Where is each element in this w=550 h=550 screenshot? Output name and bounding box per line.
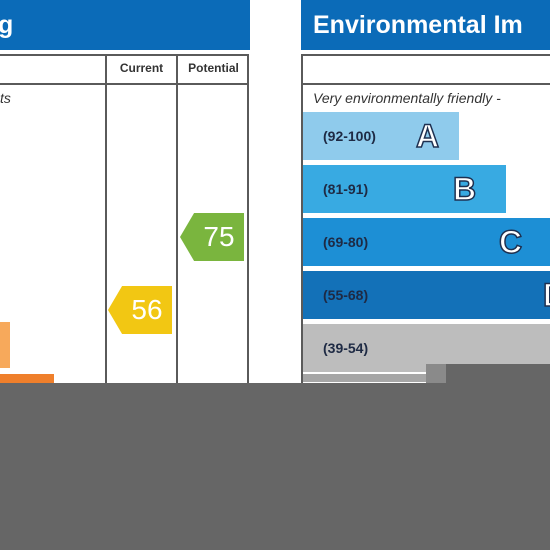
- environmental-subtext: Very environmentally friendly -: [313, 90, 501, 106]
- band-range-label: (92-100): [323, 128, 376, 144]
- impact-band-b: (81-91) B: [303, 165, 506, 213]
- band-letter: B: [452, 170, 477, 208]
- band-range-label: (39-54): [323, 340, 369, 356]
- energy-band-bar: [0, 322, 10, 368]
- column-divider: [105, 54, 107, 394]
- current-column-header: Current: [119, 61, 164, 75]
- impact-band-d: (55-68) D: [303, 271, 550, 319]
- band-letter: A: [415, 117, 440, 155]
- band-range-label: (81-91): [323, 181, 369, 197]
- obscured-region: [426, 364, 446, 384]
- impact-band-a: (92-100) A: [303, 112, 459, 160]
- table-divider: [301, 83, 550, 85]
- impact-band-f: [303, 374, 429, 382]
- impact-band-c: (69-80) C: [303, 218, 550, 266]
- energy-subtext: ts: [0, 90, 11, 106]
- band-range-label: (69-80): [323, 234, 369, 250]
- environmental-impact-title: Environmental Im: [313, 11, 523, 39]
- band-range-label: (55-68): [323, 287, 369, 303]
- column-divider: [176, 54, 178, 394]
- potential-rating-badge: 75: [180, 213, 244, 261]
- potential-column-header: Potential: [188, 61, 239, 75]
- current-rating-badge: 56: [108, 286, 172, 334]
- band-letter: D: [542, 271, 550, 319]
- obscured-region: [0, 383, 550, 550]
- energy-efficiency-header: g: [0, 0, 250, 50]
- environmental-impact-header: Environmental Im: [301, 0, 550, 50]
- band-letter: C: [498, 223, 523, 261]
- table-divider: [0, 83, 249, 85]
- energy-efficiency-title: g: [0, 11, 14, 39]
- obscured-region: [446, 364, 550, 384]
